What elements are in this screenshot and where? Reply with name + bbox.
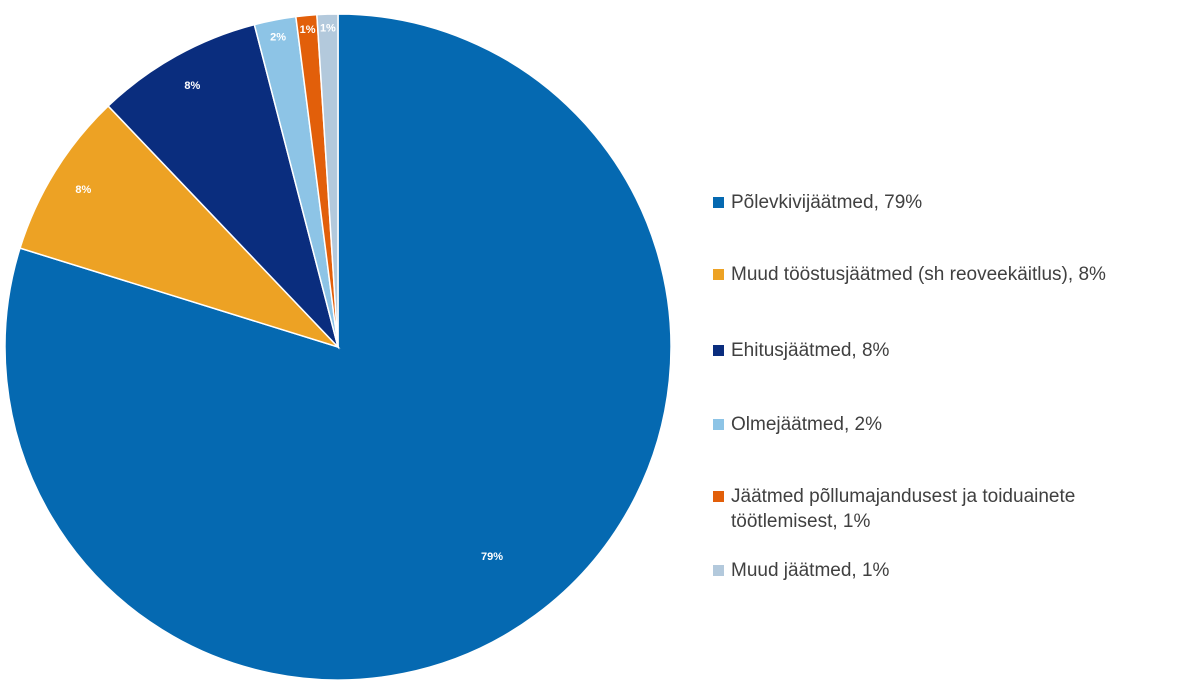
legend-label: Muud jäätmed, 1% (731, 560, 890, 581)
pie-slice-labels: 79% 8% 8% 2% 1% 1% (75, 23, 503, 564)
legend-item-muud-toostusjaatmed: Muud tööstusjäätmed (sh reoveekäitlus), … (713, 262, 1181, 287)
pie-slice-label-polevkivijaatmed: 79% (481, 551, 503, 563)
legend-label: Jäätmed põllumajandusest ja toiduainete … (731, 486, 1076, 532)
legend-label: Muud tööstusjäätmed (sh reoveekäitlus), … (731, 264, 1106, 285)
legend-label: Põlevkivijäätmed, 79% (731, 192, 923, 213)
legend-swatch (713, 419, 724, 430)
pie-slice-label-olmejaatmed: 2% (270, 31, 286, 43)
pie-plot-area: 79% 8% 8% 2% 1% 1% (4, 13, 672, 681)
legend-item-muud-jaatmed: Muud jäätmed, 1% (713, 558, 1181, 583)
pie-slice-muud-jaatmed (316, 13, 339, 348)
legend-swatch (713, 491, 724, 502)
legend-item-pollumajandus: Jäätmed põllumajandusest ja toiduainete … (713, 484, 1181, 534)
pie-slice-label-ehitusjaatmed: 8% (184, 80, 200, 92)
legend-item-ehitusjaatmed: Ehitusjäätmed, 8% (713, 338, 1181, 363)
pie-slice-label-jaatmed-pollumajandusest-ja-toiduainete-tootlemisest: 1% (300, 24, 316, 36)
legend-swatch (713, 197, 724, 208)
legend-swatch (713, 269, 724, 280)
legend-label: Ehitusjäätmed, 8% (731, 340, 890, 361)
legend-item-olmejaatmed: Olmejäätmed, 2% (713, 412, 1181, 437)
legend-swatch (713, 345, 724, 356)
pie-slices (4, 13, 672, 681)
pie-slice-label-muud-toostusjaatmed-sh-reoveekaitlus: 8% (75, 184, 91, 196)
pie-slice-label-muud-jaatmed: 1% (320, 23, 336, 35)
legend-swatch (713, 565, 724, 576)
pie-slice-ehitusjaatmed (107, 23, 340, 350)
pie-slice-muud-toostusjaatmed-sh-reoveekaitlus (19, 104, 341, 349)
legend-label: Olmejäätmed, 2% (731, 414, 883, 435)
legend-item-polevkivijaatmed: Põlevkivijäätmed, 79% (713, 190, 1181, 215)
